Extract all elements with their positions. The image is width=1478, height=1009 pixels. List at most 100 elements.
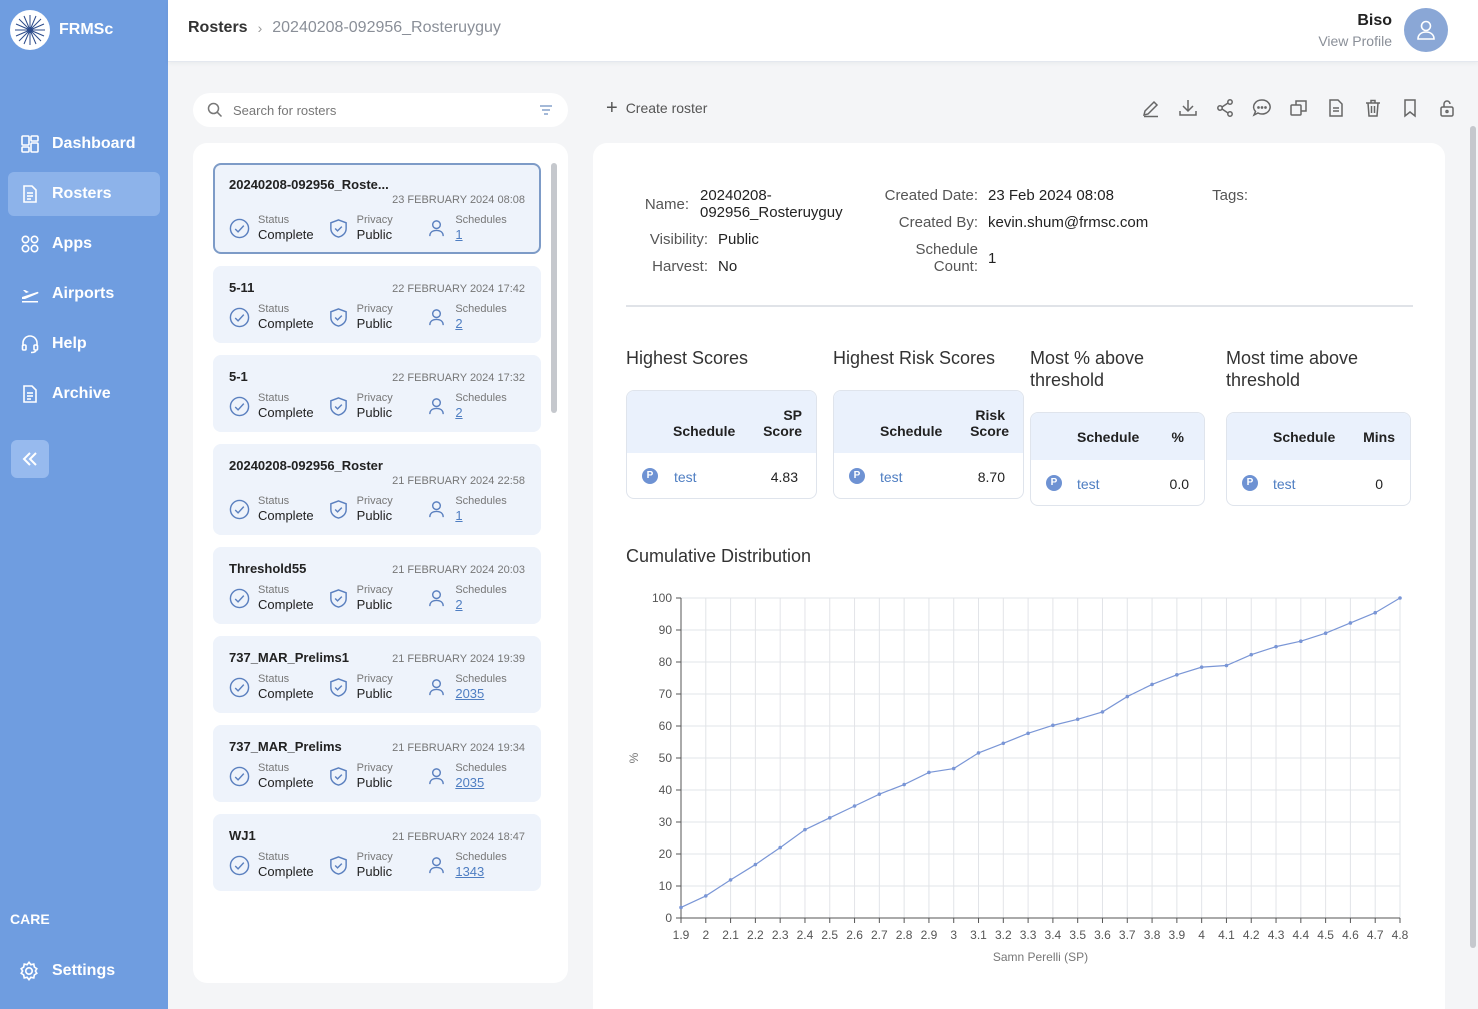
privacy-label: Privacy <box>356 762 393 774</box>
x-tick-label: 4.4 <box>1292 928 1309 942</box>
edit-button[interactable] <box>1140 97 1162 119</box>
x-tick-label: 3.1 <box>970 928 987 942</box>
comment-button[interactable] <box>1251 97 1273 119</box>
roster-card[interactable]: Threshold55 21 FEBRUARY 2024 20:03 Statu… <box>213 547 541 624</box>
roster-card[interactable]: 20240208-092956_Roste... 23 FEBRUARY 202… <box>213 163 541 254</box>
sidebar-item-label: Rosters <box>52 185 112 202</box>
create-roster-button[interactable]: + Create roster <box>606 98 707 118</box>
tags-label: Tags: <box>1212 187 1248 204</box>
schedules-link[interactable]: 1 <box>455 508 463 523</box>
roster-name: 20240208-092956_Roster <box>229 458 383 473</box>
roster-list-scrollbar[interactable] <box>551 163 557 413</box>
breadcrumb-current: 20240208-092956_Rosteruyguy <box>272 19 501 36</box>
roster-card[interactable]: 737_MAR_Prelims 21 FEBRUARY 2024 19:34 S… <box>213 725 541 802</box>
filter-icon[interactable] <box>538 102 554 118</box>
y-axis-label: % <box>627 752 641 763</box>
roster-card[interactable]: 5-11 22 FEBRUARY 2024 17:42 Status Compl… <box>213 266 541 343</box>
sidebar-item-dashboard[interactable]: Dashboard <box>8 122 160 166</box>
shield-icon <box>329 855 347 875</box>
user-icon <box>429 767 445 784</box>
data-point <box>728 878 733 882</box>
page-scrollbar[interactable] <box>1470 126 1476 948</box>
schedule-link[interactable]: test <box>1273 476 1296 492</box>
schedules-link[interactable]: 2 <box>455 405 463 420</box>
y-tick-label: 70 <box>659 687 673 701</box>
view-profile-link[interactable]: View Profile <box>1318 32 1392 49</box>
user-menu[interactable]: Biso View Profile <box>1318 8 1448 52</box>
schedule-link[interactable]: test <box>674 469 697 485</box>
name-value-line1: 20240208- <box>700 187 772 204</box>
schedules-field: Schedules 1343 <box>426 851 525 879</box>
breadcrumb-rosters-link[interactable]: Rosters <box>188 19 248 36</box>
privacy-value: Public <box>356 227 393 242</box>
sidebar-item-archive[interactable]: Archive <box>8 372 160 416</box>
table-row[interactable]: P test 0 <box>1227 460 1410 505</box>
share-button[interactable] <box>1214 97 1236 119</box>
sidebar: FRMSc Dashboard Rosters Apps Airports He… <box>0 0 168 1009</box>
duplicate-button[interactable] <box>1288 97 1310 119</box>
plane-icon <box>22 290 39 303</box>
status-value: Complete <box>258 508 314 523</box>
roster-card[interactable]: 5-1 22 FEBRUARY 2024 17:32 Status Comple… <box>213 355 541 432</box>
data-point <box>1323 631 1328 635</box>
data-point <box>1001 741 1006 746</box>
schedule-link[interactable]: test <box>1077 476 1100 492</box>
roster-date: 22 FEBRUARY 2024 17:42 <box>392 283 525 295</box>
search-input[interactable] <box>233 102 538 118</box>
settings-button[interactable]: Settings <box>18 960 115 982</box>
delete-button[interactable] <box>1362 97 1384 119</box>
roster-card[interactable]: 20240208-092956_Roster 21 FEBRUARY 2024 … <box>213 444 541 535</box>
schedule-link[interactable]: test <box>880 469 903 485</box>
download-button[interactable] <box>1177 97 1199 119</box>
divider <box>626 305 1413 307</box>
privacy-field: Privacy Public <box>328 762 427 790</box>
data-point <box>1051 723 1055 728</box>
sidebar-item-airports[interactable]: Airports <box>8 272 160 316</box>
x-tick-label: 2.4 <box>797 928 814 942</box>
check-circle-icon <box>229 588 250 608</box>
privacy-value: Public <box>356 775 393 790</box>
lock-button[interactable] <box>1436 97 1458 119</box>
sidebar-item-rosters[interactable]: Rosters <box>8 172 160 216</box>
roster-card[interactable]: WJ1 21 FEBRUARY 2024 18:47 Status Comple… <box>213 814 541 891</box>
roster-date: 21 FEBRUARY 2024 19:39 <box>392 653 525 665</box>
x-tick-label: 1.9 <box>673 928 690 942</box>
shield-icon <box>329 499 347 519</box>
schedules-label: Schedules <box>455 495 507 507</box>
roster-name: 737_MAR_Prelims <box>229 739 342 754</box>
shield-icon <box>329 218 347 238</box>
schedules-link[interactable]: 2 <box>455 597 463 612</box>
data-point <box>1100 710 1105 714</box>
avatar[interactable] <box>1404 8 1448 52</box>
privacy-value: Public <box>356 316 393 331</box>
privacy-field: Privacy Public <box>328 392 427 420</box>
x-tick-label: 3 <box>950 928 957 942</box>
schedules-link[interactable]: 2035 <box>455 686 485 701</box>
status-label: Status <box>258 495 290 507</box>
roster-date: 21 FEBRUARY 2024 20:03 <box>392 564 525 576</box>
column-header: % <box>1171 429 1184 445</box>
sidebar-item-label: Airports <box>52 285 115 302</box>
table-header: Schedule Mins <box>1227 413 1410 460</box>
app-logo[interactable]: FRMSc <box>10 10 113 50</box>
sidebar-item-help[interactable]: Help <box>8 322 160 366</box>
schedules-link[interactable]: 2 <box>455 316 463 331</box>
share-icon <box>1217 99 1233 117</box>
table-row[interactable]: P test 4.83 <box>627 453 816 498</box>
table-row[interactable]: P test 8.70 <box>834 453 1023 498</box>
score-value: 4.83 <box>770 469 798 485</box>
x-tick-label: 4.5 <box>1317 928 1334 942</box>
data-point <box>803 827 807 832</box>
data-point <box>1075 717 1080 722</box>
roster-card[interactable]: 737_MAR_Prelims1 21 FEBRUARY 2024 19:39 … <box>213 636 541 713</box>
schedules-link[interactable]: 1 <box>455 227 463 242</box>
bookmark-button[interactable] <box>1399 97 1421 119</box>
status-value: Complete <box>258 864 314 879</box>
schedules-link[interactable]: 2035 <box>455 775 485 790</box>
sidebar-item-apps[interactable]: Apps <box>8 222 160 266</box>
schedules-link[interactable]: 1343 <box>455 864 485 879</box>
table-row[interactable]: P test 0.0 <box>1031 460 1204 505</box>
collapse-sidebar-button[interactable] <box>11 440 49 478</box>
schedule-type-badge: P <box>1046 475 1062 491</box>
report-button[interactable] <box>1325 97 1347 119</box>
